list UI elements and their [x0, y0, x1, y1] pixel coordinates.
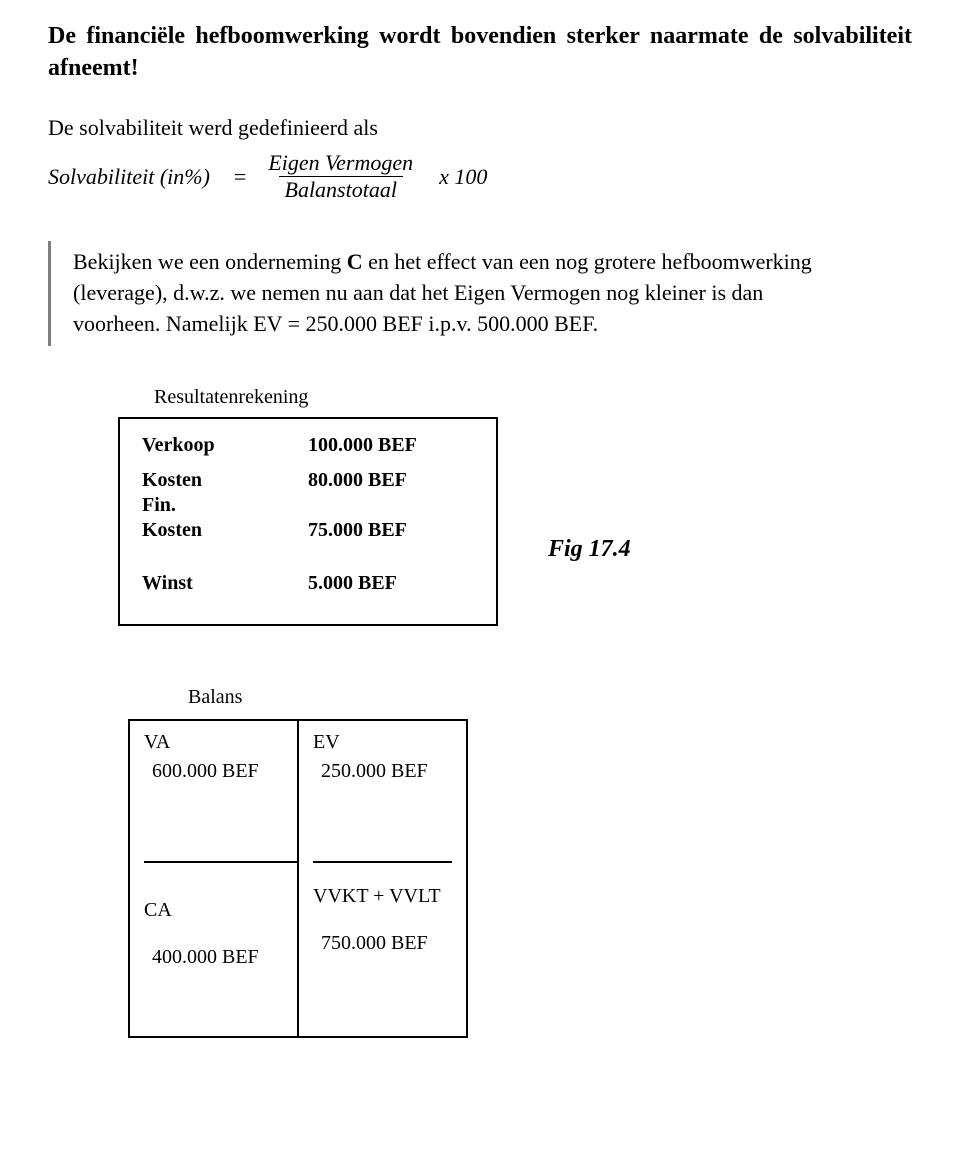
- result-row: Kosten80.000 BEF: [142, 468, 474, 493]
- example-block: Bekijken we een onderneming C en het eff…: [48, 241, 833, 345]
- ca-label: CA: [144, 899, 283, 922]
- result-row: Winst5.000 BEF: [142, 571, 474, 596]
- result-statement: Resultatenrekening Verkoop100.000 BEFKos…: [118, 386, 912, 626]
- result-row-label: Kosten: [142, 518, 308, 543]
- result-row-value: 100.000 BEF: [308, 433, 474, 458]
- solvency-formula: Solvabiliteit (in%) = Eigen Vermogen Bal…: [48, 152, 912, 201]
- formula-numerator: Eigen Vermogen: [262, 152, 419, 176]
- formula-tail: x 100: [439, 164, 487, 190]
- balance-left-divider: [144, 861, 297, 863]
- balance-cell-ev: EV 250.000 BEF: [297, 721, 466, 861]
- ca-value: 400.000 BEF: [144, 946, 283, 969]
- result-row-label: Verkoop: [142, 433, 308, 458]
- example-text: Bekijken we een onderneming C en het eff…: [73, 249, 812, 336]
- subheading: De solvabiliteit werd gedefinieerd als: [48, 113, 912, 143]
- result-row-value: 5.000 BEF: [308, 571, 474, 596]
- result-row: Kosten75.000 BEF: [142, 518, 474, 543]
- result-row-label: Kosten: [142, 468, 308, 493]
- formula-denominator: Balanstotaal: [279, 176, 403, 201]
- va-label: VA: [144, 731, 283, 754]
- result-row: Verkoop100.000 BEF: [142, 433, 474, 458]
- vv-value: 750.000 BEF: [313, 932, 452, 955]
- result-row-value: [308, 493, 474, 518]
- formula-lhs: Solvabiliteit (in%): [48, 164, 210, 190]
- page-heading: De financiële hefboomwerking wordt boven…: [48, 20, 912, 85]
- ev-value: 250.000 BEF: [313, 760, 452, 783]
- ev-label: EV: [313, 731, 452, 754]
- balance-sheet: Balans VA 600.000 BEF EV 250.000 BEF CA …: [128, 686, 912, 1038]
- result-row: Fin.: [142, 493, 474, 518]
- result-title: Resultatenrekening: [154, 386, 912, 409]
- va-value: 600.000 BEF: [144, 760, 283, 783]
- balance-row-top: VA 600.000 BEF EV 250.000 BEF: [130, 721, 466, 861]
- result-row-label: Fin.: [142, 493, 308, 518]
- page: De financiële hefboomwerking wordt boven…: [0, 0, 960, 1158]
- balance-right-divider: [313, 861, 452, 863]
- result-row-value: 80.000 BEF: [308, 468, 474, 493]
- formula-fraction: Eigen Vermogen Balanstotaal: [262, 152, 419, 201]
- balance-cell-va: VA 600.000 BEF: [130, 721, 297, 861]
- balance-row-bottom: CA 400.000 BEF VVKT + VVLT 750.000 BEF: [130, 861, 466, 1036]
- result-row-label: Winst: [142, 571, 308, 596]
- vv-label: VVKT + VVLT: [313, 885, 452, 908]
- figure-label: Fig 17.4: [548, 536, 631, 563]
- formula-equals: =: [234, 164, 246, 190]
- balance-cell-vv: VVKT + VVLT 750.000 BEF: [297, 861, 466, 1036]
- balance-grid: VA 600.000 BEF EV 250.000 BEF CA 400.000…: [128, 719, 468, 1038]
- balance-title: Balans: [188, 686, 912, 709]
- result-table: Verkoop100.000 BEFKosten80.000 BEFFin.Ko…: [118, 417, 498, 626]
- balance-cell-ca: CA 400.000 BEF: [130, 861, 297, 1036]
- result-row-value: 75.000 BEF: [308, 518, 474, 543]
